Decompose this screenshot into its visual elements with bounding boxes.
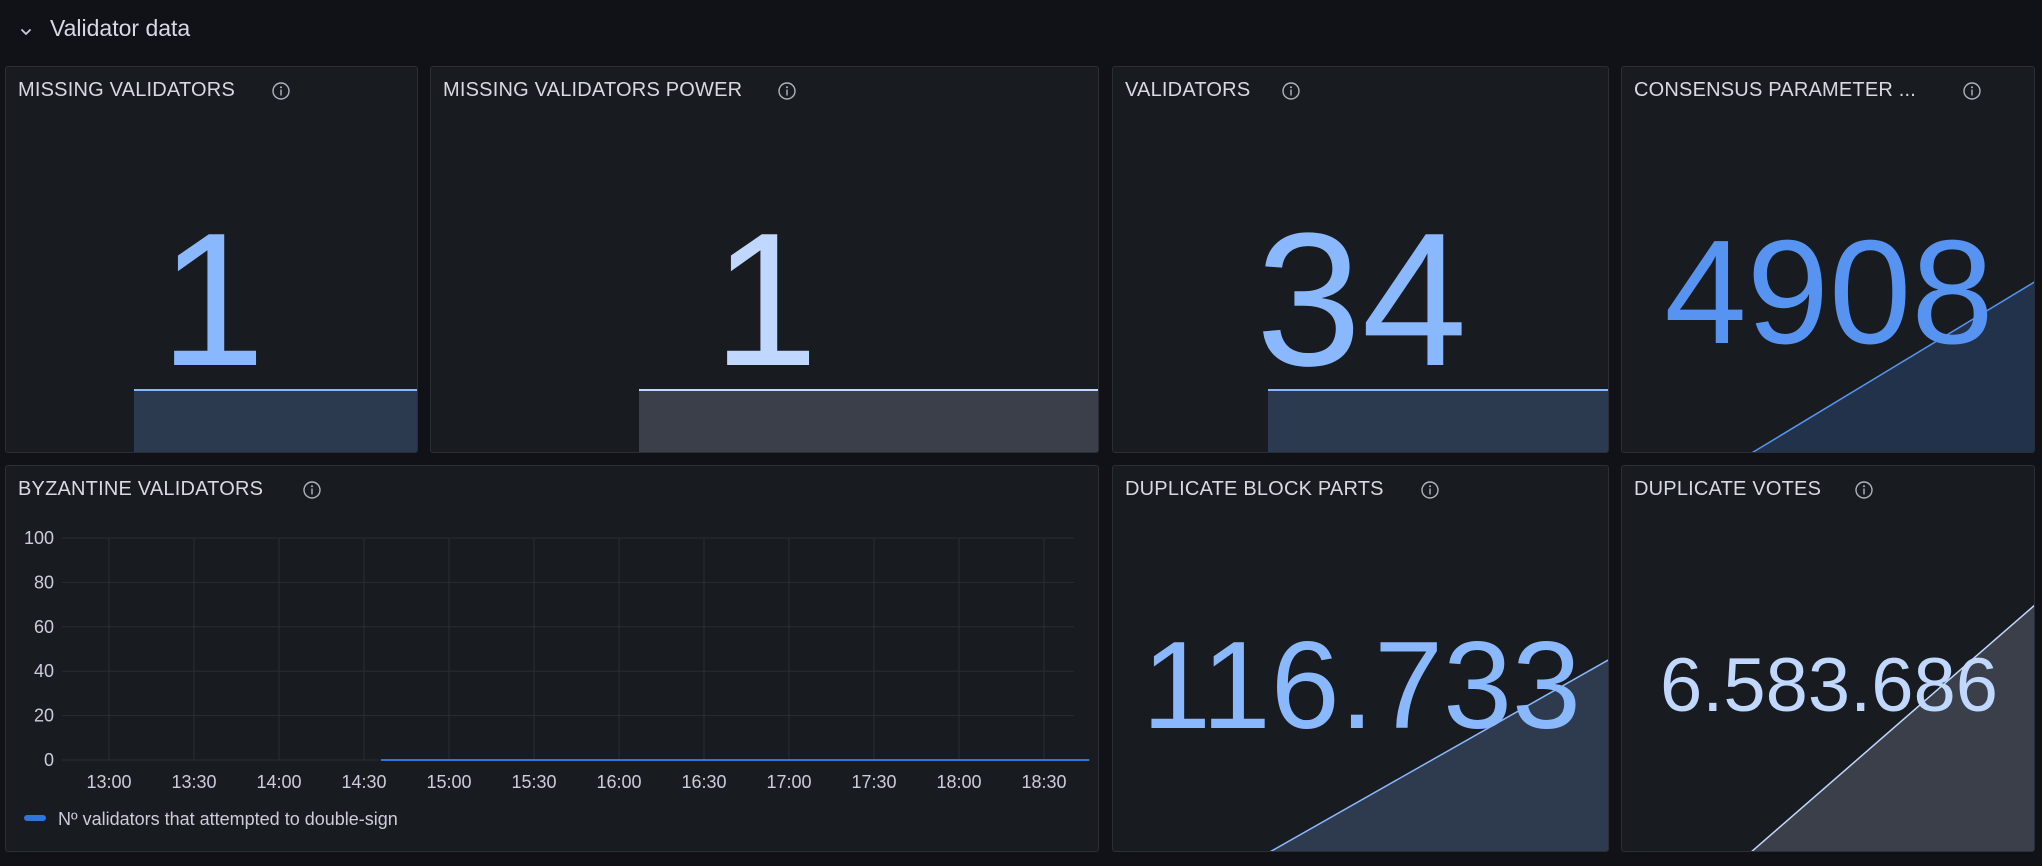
info-icon[interactable] xyxy=(1962,81,1982,101)
y-tick-label: 20 xyxy=(34,706,54,726)
y-tick-label: 100 xyxy=(24,528,54,548)
panel-title: CONSENSUS PARAMETER ... xyxy=(1634,79,1917,101)
x-tick-label: 14:00 xyxy=(256,772,301,792)
stat-value: 6.583.686 xyxy=(1659,643,1999,728)
panel-title: VALIDATORS xyxy=(1125,79,1251,101)
panel-duplicate-block-parts[interactable]: DUPLICATE BLOCK PARTS 116.733 xyxy=(1112,465,1609,852)
panel-byzantine-validators[interactable]: BYZANTINE VALIDATORS 100 80 60 40 20 0 13:00 13… xyxy=(5,465,1099,852)
info-icon[interactable] xyxy=(271,81,291,101)
x-tick-label: 18:00 xyxy=(936,772,981,792)
row-title[interactable]: Validator data xyxy=(50,15,191,41)
panel-missing-validators[interactable]: MISSING VALIDATORS 1 xyxy=(5,66,418,453)
info-icon[interactable] xyxy=(1420,480,1440,500)
stat-value: 1 xyxy=(712,194,819,406)
sparkline xyxy=(1270,659,1608,851)
x-tick-label: 17:30 xyxy=(851,772,896,792)
x-tick-label: 15:00 xyxy=(426,772,471,792)
sparkline xyxy=(1268,389,1608,452)
panel-title: MISSING VALIDATORS POWER xyxy=(443,79,743,101)
x-tick-label: 14:30 xyxy=(341,772,386,792)
time-series-chart[interactable]: 100 80 60 40 20 0 13:00 13:30 14:00 14:30 15:00 15:… xyxy=(6,466,1099,852)
info-icon[interactable] xyxy=(1854,480,1874,500)
x-tick-label: 13:30 xyxy=(171,772,216,792)
x-tick-label: 18:30 xyxy=(1021,772,1066,792)
sparkline xyxy=(639,389,1098,452)
x-tick-label: 15:30 xyxy=(511,772,556,792)
info-icon[interactable] xyxy=(1281,81,1301,101)
y-tick-label: 0 xyxy=(44,750,54,770)
panel-duplicate-votes[interactable]: DUPLICATE VOTES 6.583.686 xyxy=(1621,465,2035,852)
sparkline xyxy=(1751,281,2034,452)
x-tick-label: 16:30 xyxy=(681,772,726,792)
panel-title: DUPLICATE VOTES xyxy=(1634,478,1822,500)
info-icon[interactable] xyxy=(302,480,322,500)
sparkline xyxy=(134,389,417,452)
panel-missing-validators-power[interactable]: MISSING VALIDATORS POWER 1 xyxy=(430,66,1099,453)
y-tick-label: 40 xyxy=(34,661,54,681)
y-tick-label: 80 xyxy=(34,572,54,592)
x-tick-label: 16:00 xyxy=(596,772,641,792)
panel-consensus-parameter[interactable]: CONSENSUS PARAMETER ... 4908 xyxy=(1621,66,2035,453)
x-tick-label: 13:00 xyxy=(86,772,131,792)
y-tick-label: 60 xyxy=(34,617,54,637)
panel-title: MISSING VALIDATORS xyxy=(18,79,235,101)
panel-title: DUPLICATE BLOCK PARTS xyxy=(1125,478,1384,500)
row-header[interactable]: Validator data xyxy=(0,0,2042,62)
info-icon[interactable] xyxy=(777,81,797,101)
x-tick-label: 17:00 xyxy=(766,772,811,792)
panel-validators[interactable]: VALIDATORS 34 xyxy=(1112,66,1609,453)
sparkline xyxy=(1751,604,2034,851)
stat-value: 34 xyxy=(1255,194,1468,406)
stat-value: 1 xyxy=(159,194,266,406)
legend-label: Nº validators that attempted to double-s… xyxy=(58,809,398,829)
panel-title: BYZANTINE VALIDATORS xyxy=(18,478,264,500)
chevron-down-icon[interactable] xyxy=(18,24,34,40)
stat-value: 4908 xyxy=(1664,210,1994,375)
legend-swatch xyxy=(24,815,46,821)
stat-value: 116.733 xyxy=(1141,617,1582,755)
